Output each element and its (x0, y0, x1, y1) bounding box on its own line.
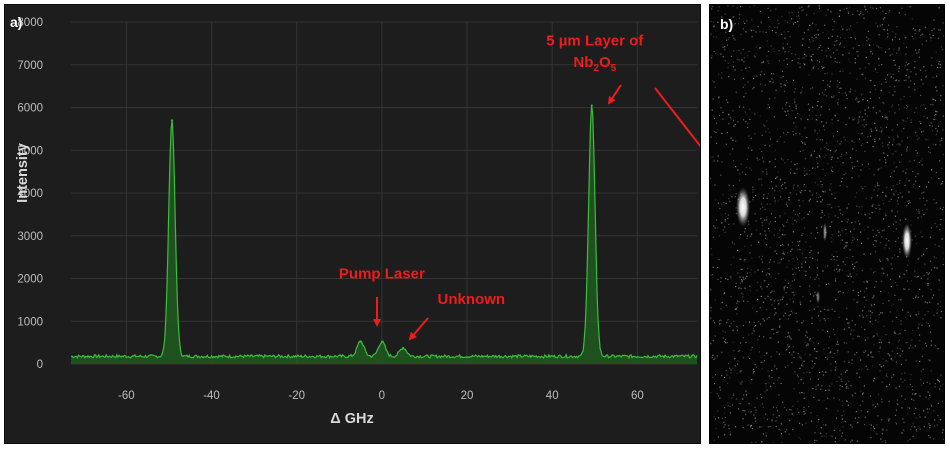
y-tick-label: 7000 (17, 60, 43, 72)
peak-point (170, 119, 173, 122)
y-axis-label: Intensity (15, 143, 31, 203)
y-tick-label: 6000 (17, 103, 43, 115)
grid (71, 21, 697, 365)
x-tick-label: -20 (288, 390, 305, 402)
panel-a-label: a) (10, 14, 22, 30)
faint-streak (823, 222, 827, 242)
image-noise (710, 5, 944, 443)
spectrum-panel: 0 1000 2000 3000 4000 5000 6000 7000 8000 -60 -40… (4, 4, 701, 444)
y-tick-label: 4000 (17, 188, 43, 200)
bright-spot-left (736, 187, 750, 227)
faint-streak-lower (816, 290, 820, 304)
x-tick-label: 40 (546, 390, 559, 402)
y-axis-ticks: 0 1000 2000 3000 4000 5000 6000 7000 8000 (17, 17, 43, 371)
peak-markers (170, 104, 593, 349)
x-tick-label: 0 (379, 390, 385, 402)
annotation-material-formula: Nb2O5 (573, 54, 616, 74)
x-tick-label: 60 (631, 390, 644, 402)
peak-point (402, 346, 405, 349)
peak-point (590, 104, 593, 107)
arrow-layer-peak (607, 84, 622, 105)
y-tick-label: 5000 (17, 145, 43, 157)
annotation-unknown: Unknown (438, 291, 506, 308)
arrow-unknown (408, 317, 429, 341)
arrow-to-panel-b (654, 87, 700, 148)
annotation-layer-title: 5 µm Layer of (546, 33, 644, 50)
bright-spot-right (902, 223, 912, 259)
y-tick-label: 0 (37, 359, 43, 371)
x-tick-label: -60 (118, 390, 135, 402)
y-tick-label: 8000 (17, 17, 43, 29)
camera-image-panel: b) (709, 4, 945, 444)
x-tick-label: 20 (461, 390, 474, 402)
peak-point (359, 340, 362, 343)
y-tick-label: 3000 (17, 231, 43, 243)
x-axis-label: Δ GHz (330, 411, 373, 427)
spectrum-chart: 0 1000 2000 3000 4000 5000 6000 7000 8000 -60 -40… (10, 14, 700, 427)
panel-b-label: b) (720, 16, 733, 32)
x-axis-ticks: -60 -40 -20 0 20 40 60 (118, 390, 644, 402)
y-tick-label: 1000 (17, 316, 43, 328)
camera-image: b) (710, 5, 944, 443)
annotation-pump-laser: Pump Laser (339, 266, 425, 283)
spectrum-line (70, 105, 698, 360)
y-tick-label: 2000 (17, 274, 43, 286)
peak-point (380, 340, 383, 343)
x-tick-label: -40 (203, 390, 220, 402)
